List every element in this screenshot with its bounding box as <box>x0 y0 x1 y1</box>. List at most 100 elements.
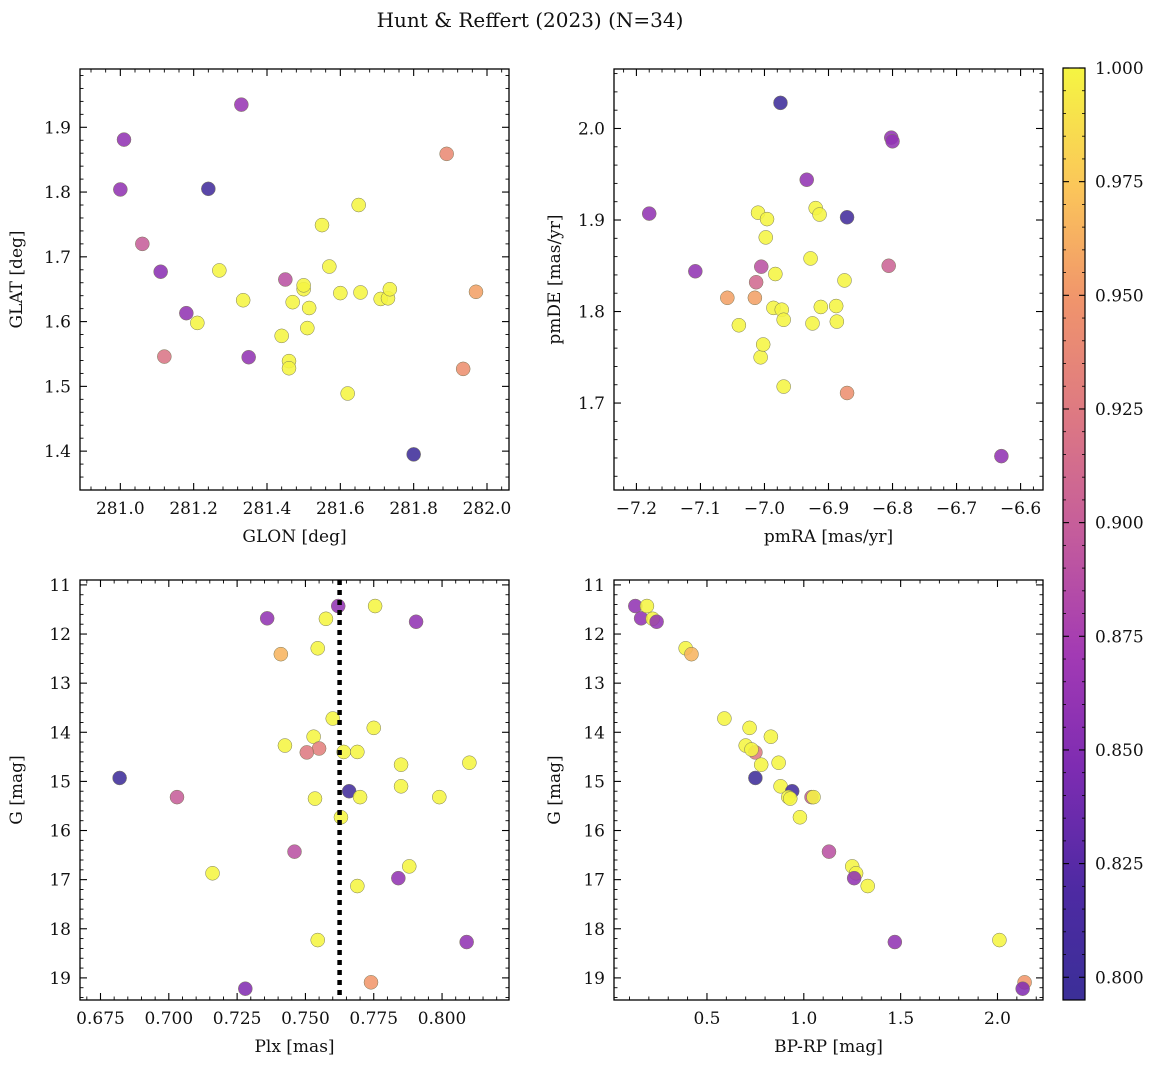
scatter-point <box>828 298 844 314</box>
scatter-point <box>353 285 368 300</box>
scatter-point <box>758 230 774 245</box>
scatter-point <box>393 757 409 772</box>
colorbar-tick-label: 0.950 <box>1095 286 1144 306</box>
y-tick-label: 1.7 <box>578 394 605 414</box>
scatter-point <box>201 181 216 197</box>
scatter-point <box>135 236 150 252</box>
scatter-point <box>753 757 769 772</box>
scatter-point <box>837 273 852 288</box>
scatter-point <box>306 729 321 744</box>
y-tick-label: 16 <box>583 822 605 842</box>
scatter-point <box>717 711 732 726</box>
scatter-point <box>299 745 315 760</box>
y-tick-label: 2.0 <box>578 119 605 139</box>
scatter-point <box>846 870 862 886</box>
scatter-point <box>311 741 327 756</box>
scatter-point <box>839 210 855 225</box>
panel-pmra-pmde: −7.2 −7.1 −7.0 −6.9 −6.8 −6.7 −6.6 1.7 1.8 1.9 2.0… <box>545 68 1044 547</box>
scatter-point <box>455 361 471 377</box>
scatter-point <box>157 349 172 364</box>
x-tick-label: 0.700 <box>144 1009 193 1029</box>
scatter-point <box>277 738 293 753</box>
panel-glon-glat: 281.0 281.2 281.4 281.6 281.8 282.0 1.4 1.5 1.6 1… <box>7 68 512 547</box>
scatter-point <box>301 300 317 316</box>
scatter-point <box>753 350 768 365</box>
x-tick-label: 1.5 <box>887 1009 914 1029</box>
y-tick-label: 15 <box>49 772 71 792</box>
y-tick-label: 1.9 <box>578 211 605 231</box>
scatter-point <box>748 274 764 290</box>
scatter-point <box>744 742 759 757</box>
y-tick-label: 14 <box>583 723 605 743</box>
scatter-point <box>285 294 300 310</box>
scatter-point <box>274 328 289 344</box>
y-tick-label: 18 <box>583 920 605 940</box>
axes-frame <box>79 579 510 1001</box>
y-tick-label: 1.8 <box>44 183 71 203</box>
x-tick-label: 0.800 <box>418 1009 467 1029</box>
scatter-point <box>459 934 474 950</box>
scatter-point <box>839 385 855 401</box>
scatter-point <box>351 197 366 213</box>
x-tick-label: 281.2 <box>169 499 218 519</box>
scatter-point <box>821 844 837 859</box>
colorbar-tick-label: 1.000 <box>1095 59 1144 79</box>
x-tick-label: −6.6 <box>1000 499 1041 519</box>
scatter-point <box>684 646 699 662</box>
scatter-point <box>307 791 323 806</box>
scatter-point <box>281 360 297 376</box>
y-tick-label: 13 <box>49 674 71 694</box>
axes-frame <box>79 68 510 491</box>
x-axis-label: BP-RP [mag] <box>774 1037 883 1057</box>
scatter-point <box>318 611 334 627</box>
y-axis-label: pmDE [mas/yr] <box>545 214 565 344</box>
y-tick-label: 19 <box>49 969 71 989</box>
scatter-point <box>773 95 788 111</box>
y-tick-label: 13 <box>583 674 605 694</box>
y-tick-label: 16 <box>49 822 71 842</box>
scatter-point <box>771 755 786 770</box>
scatter-point <box>322 259 337 274</box>
scatter-point <box>803 251 818 266</box>
scatter-point <box>367 598 383 614</box>
panel-plx-g: 0.675 0.700 0.725 0.750 0.775 0.800 11 12 13 14 15… <box>7 576 510 1057</box>
scatter-point <box>782 791 798 806</box>
scatter-point <box>259 611 275 626</box>
x-tick-label: 0.750 <box>281 1009 330 1029</box>
colorbar-tick-label: 0.800 <box>1095 968 1144 988</box>
scatter-point <box>287 844 302 859</box>
x-tick-label: 282.0 <box>463 499 512 519</box>
colorbar-gradient <box>1062 67 1086 1001</box>
scatter-point <box>153 264 168 279</box>
scatter-point <box>205 866 220 881</box>
scatter-point <box>402 859 417 874</box>
x-tick-label: 0.725 <box>213 1009 262 1029</box>
x-tick-label: 281.6 <box>316 499 365 519</box>
y-tick-label: 14 <box>49 723 71 743</box>
scatter-point <box>992 932 1007 948</box>
scatter-point <box>748 770 763 786</box>
scatter-point <box>720 290 735 306</box>
figure-title: Hunt & Reffert (2023) (N=34) <box>377 8 684 32</box>
y-axis-label: G [mag] <box>545 755 565 824</box>
scatter-point <box>179 305 194 321</box>
x-tick-label: 0.5 <box>693 1009 720 1029</box>
scatter-point <box>747 290 763 306</box>
colorbar-tick-label: 0.925 <box>1095 400 1144 420</box>
x-tick-label: 2.0 <box>984 1009 1011 1029</box>
y-tick-label: 15 <box>583 772 605 792</box>
scatter-point <box>382 281 398 297</box>
scatter-point <box>829 314 845 329</box>
scatter-point <box>755 337 771 352</box>
scatter-point <box>116 132 132 147</box>
scatter-point <box>759 211 775 227</box>
scatter-point <box>314 217 330 233</box>
x-axis-label: pmRA [mas/yr] <box>764 527 893 547</box>
scatter-point <box>776 312 791 328</box>
scatter-point <box>792 810 808 825</box>
scatter-point <box>340 386 355 401</box>
scatter-point <box>806 789 821 805</box>
x-tick-label: 281.8 <box>389 499 438 519</box>
colorbar-tick-label: 0.975 <box>1095 173 1144 193</box>
y-tick-label: 17 <box>583 871 605 891</box>
